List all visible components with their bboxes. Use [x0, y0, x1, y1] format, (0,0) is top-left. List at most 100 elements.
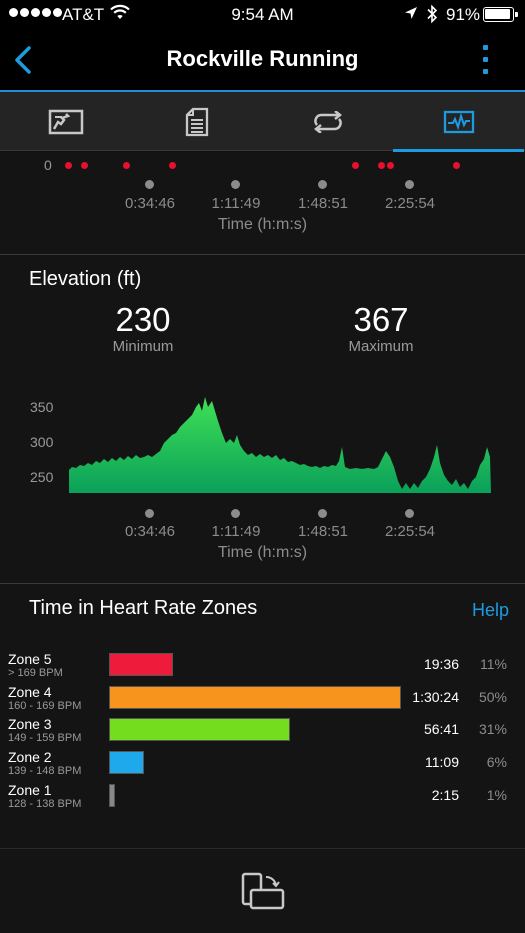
elevation-title: Elevation (ft) [29, 268, 142, 290]
footer-bar [0, 848, 525, 933]
time-axis-title: Time (h:m:s) [217, 544, 308, 561]
y-tick-label: 300 [30, 434, 54, 450]
elevation-area-chart [69, 397, 491, 493]
minimum-value: 230 [115, 301, 171, 338]
tab-summary[interactable] [0, 92, 131, 151]
charts-icon [443, 110, 474, 133]
time-tick-dot [231, 509, 240, 518]
laps-loop-icon [313, 110, 342, 133]
rotate-screen-icon[interactable] [240, 871, 286, 911]
time-tick-dot [318, 509, 327, 518]
divider [0, 254, 525, 255]
time-tick-label: 0:34:46 [124, 523, 176, 540]
navigation-bar: Rockville Running [0, 30, 525, 90]
chart-point [387, 162, 394, 169]
zone-bar [109, 653, 173, 676]
zone-bpm-range: 139 - 148 BPM [8, 765, 82, 777]
tab-laps[interactable] [262, 92, 393, 151]
battery-icon [483, 7, 518, 22]
zone-name: Zone 5 [8, 651, 52, 667]
battery-percent: 91% [446, 5, 481, 24]
elevation-area [69, 397, 491, 493]
zone-bar [109, 751, 144, 774]
zone-bar [109, 686, 401, 709]
zone-percent: 11% [480, 656, 507, 672]
time-tick-label: 0:34:46 [124, 195, 176, 212]
time-tick-dot [231, 180, 240, 189]
zone-name: Zone 4 [8, 684, 52, 700]
minimum-label: Minimum [112, 338, 174, 355]
elevation-section: Elevation (ft) 230 Minimum 367 Maximum 3… [0, 255, 525, 583]
time-tick-label: 1:11:49 [211, 195, 261, 212]
zone-time: 56:41 [423, 721, 459, 737]
page-title: Rockville Running [166, 46, 359, 71]
chart-point [378, 162, 385, 169]
zone-name: Zone 1 [8, 782, 52, 798]
time-tick-dot [405, 180, 414, 189]
zone-percent: 6% [486, 754, 507, 770]
zone-bpm-range: 160 - 169 BPM [8, 700, 82, 712]
document-icon [185, 107, 208, 136]
time-tick-dot [145, 180, 154, 189]
zone-bar [109, 718, 290, 741]
time-tick-label: 1:48:51 [297, 195, 349, 212]
help-link[interactable]: Help [472, 600, 510, 620]
divider [0, 583, 525, 584]
time-tick-dot [145, 509, 154, 518]
zone-row: Zone 2 139 - 148 BPM 11:09 6% [0, 749, 525, 779]
zone-percent: 31% [478, 721, 507, 737]
zone-time: 11:09 [425, 754, 459, 770]
chart-point [65, 162, 72, 169]
chart-point [123, 162, 130, 169]
chart-point [453, 162, 460, 169]
hr-zones-title: Time in Heart Rate Zones [29, 597, 258, 619]
y-axis-zero-label: 0 [44, 157, 52, 173]
time-tick-label: 1:48:51 [297, 523, 349, 540]
maximum-value: 367 [353, 301, 409, 338]
zone-row: Zone 4 160 - 169 BPM 1:30:24 50% [0, 684, 525, 714]
zone-row: Zone 5 > 169 BPM 19:36 11% [0, 651, 525, 681]
tab-details[interactable] [131, 92, 262, 151]
wifi-icon [110, 4, 130, 19]
zone-percent: 1% [486, 787, 507, 803]
back-chevron-icon[interactable] [8, 40, 42, 80]
status-time: 9:54 AM [231, 5, 294, 24]
time-tick-label: 2:25:54 [384, 195, 436, 212]
time-tick-label: 1:11:49 [211, 523, 261, 540]
time-tick-dot [318, 180, 327, 189]
chart-point [352, 162, 359, 169]
zone-bar [109, 784, 115, 807]
zone-bpm-range: > 169 BPM [8, 667, 63, 679]
maximum-label: Maximum [348, 338, 414, 355]
signal-strength-icon [9, 8, 62, 17]
heart-rate-zones-section: Time in Heart Rate Zones [0, 584, 525, 848]
zone-bpm-range: 128 - 138 BPM [8, 798, 82, 810]
carrier-label: AT&T [62, 5, 105, 24]
summary-icon [48, 109, 83, 134]
heart-rate-chart-section: 0 0:34:46 1:11:49 1:48:51 2:25:54 Time (… [0, 152, 525, 254]
chart-point [81, 162, 88, 169]
zone-row: Zone 1 128 - 138 BPM 2:15 1% [0, 782, 525, 812]
tab-charts[interactable] [393, 92, 524, 152]
zone-name: Zone 2 [8, 749, 52, 765]
elevation-maximum: 367 Maximum [311, 301, 451, 355]
y-tick-label: 250 [30, 469, 54, 485]
tab-bar [0, 90, 525, 152]
zone-time: 19:36 [423, 656, 459, 672]
zone-row: Zone 3 149 - 159 BPM 56:41 31% [0, 716, 525, 746]
zone-percent: 50% [478, 689, 507, 705]
location-arrow-icon [405, 7, 417, 19]
chart-point [169, 162, 176, 169]
time-tick-dot [405, 509, 414, 518]
zone-time: 1:30:24 [412, 689, 459, 705]
more-options-icon[interactable] [474, 42, 498, 78]
status-bar: AT&T 9:54 AM 91% [0, 0, 525, 30]
time-axis-title: Time (h:m:s) [217, 216, 308, 233]
y-tick-label: 350 [30, 399, 54, 415]
elevation-minimum: 230 Minimum [73, 301, 213, 355]
bluetooth-icon [427, 4, 438, 24]
zone-name: Zone 3 [8, 716, 52, 732]
zone-bpm-range: 149 - 159 BPM [8, 732, 82, 744]
zone-time: 2:15 [431, 787, 459, 803]
time-tick-label: 2:25:54 [384, 523, 436, 540]
